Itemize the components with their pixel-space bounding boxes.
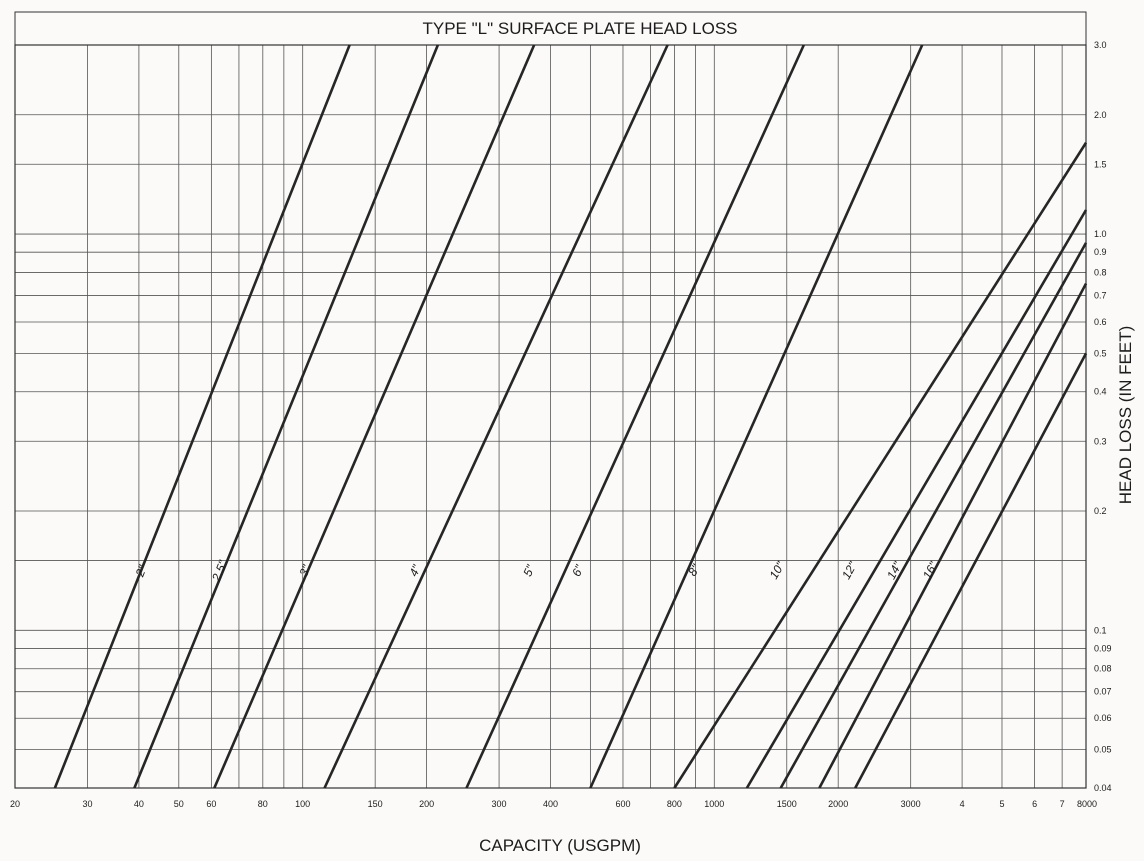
chart-title: TYPE "L" SURFACE PLATE HEAD LOSS: [422, 19, 737, 38]
series-line-3: [213, 44, 536, 789]
y-tick-label: 2.0: [1094, 110, 1107, 120]
x-tick-label: 3000: [901, 799, 921, 809]
y-tick-label: 0.2: [1094, 506, 1107, 516]
x-tick-label: 8000: [1077, 799, 1097, 809]
series-line-1: [53, 44, 351, 789]
x-tick-label: 60: [206, 799, 216, 809]
y-tick-label: 0.9: [1094, 247, 1107, 257]
y-tick-labels: 3.0 2.0 1.5 1.0 0.9 0.8 0.7 0.6 0.5 0.4 0.3 0.2 0.1 0…: [1094, 40, 1112, 793]
y-tick-label: 0.08: [1094, 664, 1112, 674]
x-tick-label: 20: [10, 799, 20, 809]
series-line-5: [465, 44, 805, 789]
y-tick-label: 0.06: [1094, 713, 1112, 723]
y-tick-label: 3.0: [1094, 40, 1107, 50]
x-tick-labels: 20 30 40 50 60 80 100 150 200 300 400 600 800 1000 150…: [10, 799, 1097, 809]
x-tick-label: 400: [543, 799, 558, 809]
y-tick-label: 0.3: [1094, 436, 1107, 446]
x-tick-label: 4: [960, 799, 965, 809]
y-tick-label: 0.8: [1094, 267, 1107, 277]
plot-border: [14, 44, 1087, 789]
x-axis-label: CAPACITY (USGPM): [479, 836, 641, 855]
series-label-1: 2": [132, 563, 150, 580]
y-tick-label: 0.05: [1094, 745, 1112, 755]
y-tick-label: 0.07: [1094, 687, 1112, 697]
series-lines: [53, 44, 1088, 789]
x-tick-label: 200: [419, 799, 434, 809]
x-tick-label: 1000: [704, 799, 724, 809]
y-tick-label: 0.1: [1094, 625, 1107, 635]
series-line-4: [323, 44, 669, 789]
y-tick-label: 0.09: [1094, 643, 1112, 653]
y-tick-label: 0.6: [1094, 317, 1107, 327]
series-line-8: [745, 209, 1088, 789]
x-tick-label: 7: [1060, 799, 1065, 809]
y-tick-label: 0.04: [1094, 783, 1112, 793]
x-tick-label: 300: [492, 799, 507, 809]
x-tick-label: 1500: [777, 799, 797, 809]
x-tick-label: 40: [134, 799, 144, 809]
x-tick-label: 100: [295, 799, 310, 809]
x-tick-label: 5: [999, 799, 1004, 809]
x-tick-label: 150: [368, 799, 383, 809]
y-tick-label: 0.7: [1094, 290, 1107, 300]
x-tick-label: 80: [258, 799, 268, 809]
y-tick-label: 1.5: [1094, 159, 1107, 169]
y-tick-label: 0.5: [1094, 348, 1107, 358]
y-axis-label: HEAD LOSS (IN FEET): [1116, 326, 1135, 505]
series-line-6: [589, 44, 924, 789]
series-line-11: [854, 352, 1088, 789]
x-tick-label: 50: [174, 799, 184, 809]
series-line-7: [673, 142, 1088, 789]
x-tick-label: 2000: [828, 799, 848, 809]
series-line-9: [779, 242, 1088, 789]
series-line-10: [818, 282, 1088, 789]
x-tick-label: 800: [667, 799, 682, 809]
x-tick-label: 6: [1032, 799, 1037, 809]
y-tick-label: 0.4: [1094, 387, 1107, 397]
y-tick-label: 1.0: [1094, 229, 1107, 239]
series-line-2: [133, 44, 440, 789]
x-tick-label: 30: [82, 799, 92, 809]
x-tick-label: 600: [615, 799, 630, 809]
